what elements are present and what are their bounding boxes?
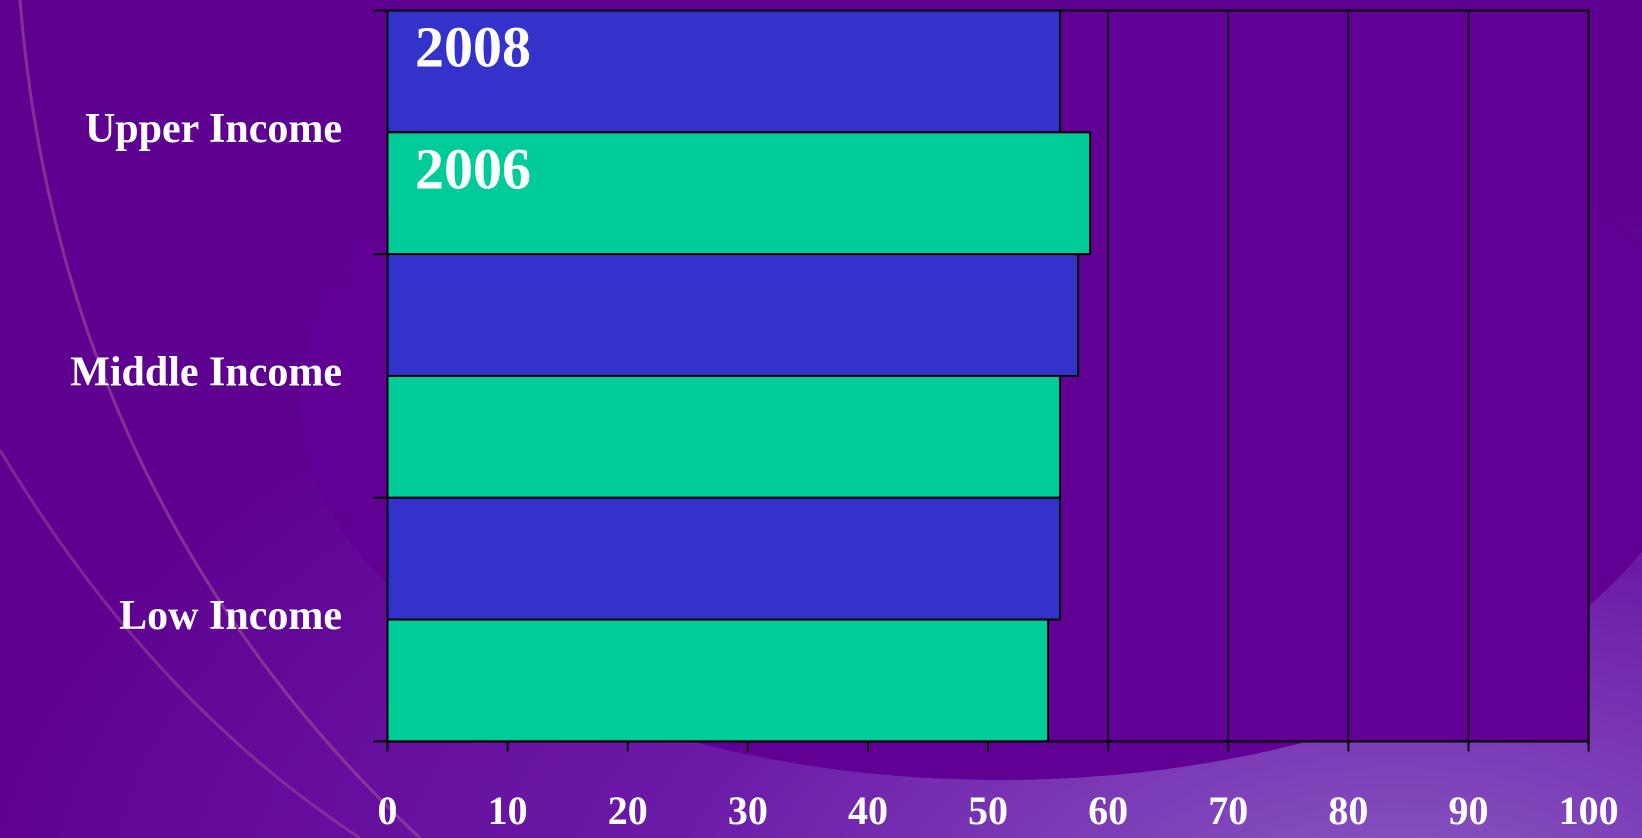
x-tick-label: 50 xyxy=(968,788,1008,833)
y-tick-label: Middle Income xyxy=(70,350,342,396)
bar xyxy=(386,131,1092,256)
x-tick-label: 80 xyxy=(1328,788,1368,833)
x-tick-label: 60 xyxy=(1088,788,1128,833)
legend-label: 2008 xyxy=(415,14,531,79)
x-tick-label: 30 xyxy=(728,788,768,833)
x-tick-label: 100 xyxy=(1559,788,1619,833)
x-tick-label: 70 xyxy=(1208,788,1248,833)
bar xyxy=(386,9,1062,134)
y-tick-label: Low Income xyxy=(119,593,342,639)
decor-arc xyxy=(0,449,361,838)
bar xyxy=(386,253,1080,377)
bar xyxy=(386,618,1050,743)
legend-label: 2006 xyxy=(415,136,531,201)
y-tick-label: Upper Income xyxy=(85,106,342,152)
x-tick-label: 20 xyxy=(608,788,648,833)
decor-arc xyxy=(18,0,422,838)
bar xyxy=(386,496,1062,621)
x-tick-label: 40 xyxy=(848,788,888,833)
x-tick-label: 10 xyxy=(488,788,528,833)
x-tick-label: 90 xyxy=(1448,788,1488,833)
bar xyxy=(386,374,1062,499)
x-tick-label: 0 xyxy=(378,788,398,833)
